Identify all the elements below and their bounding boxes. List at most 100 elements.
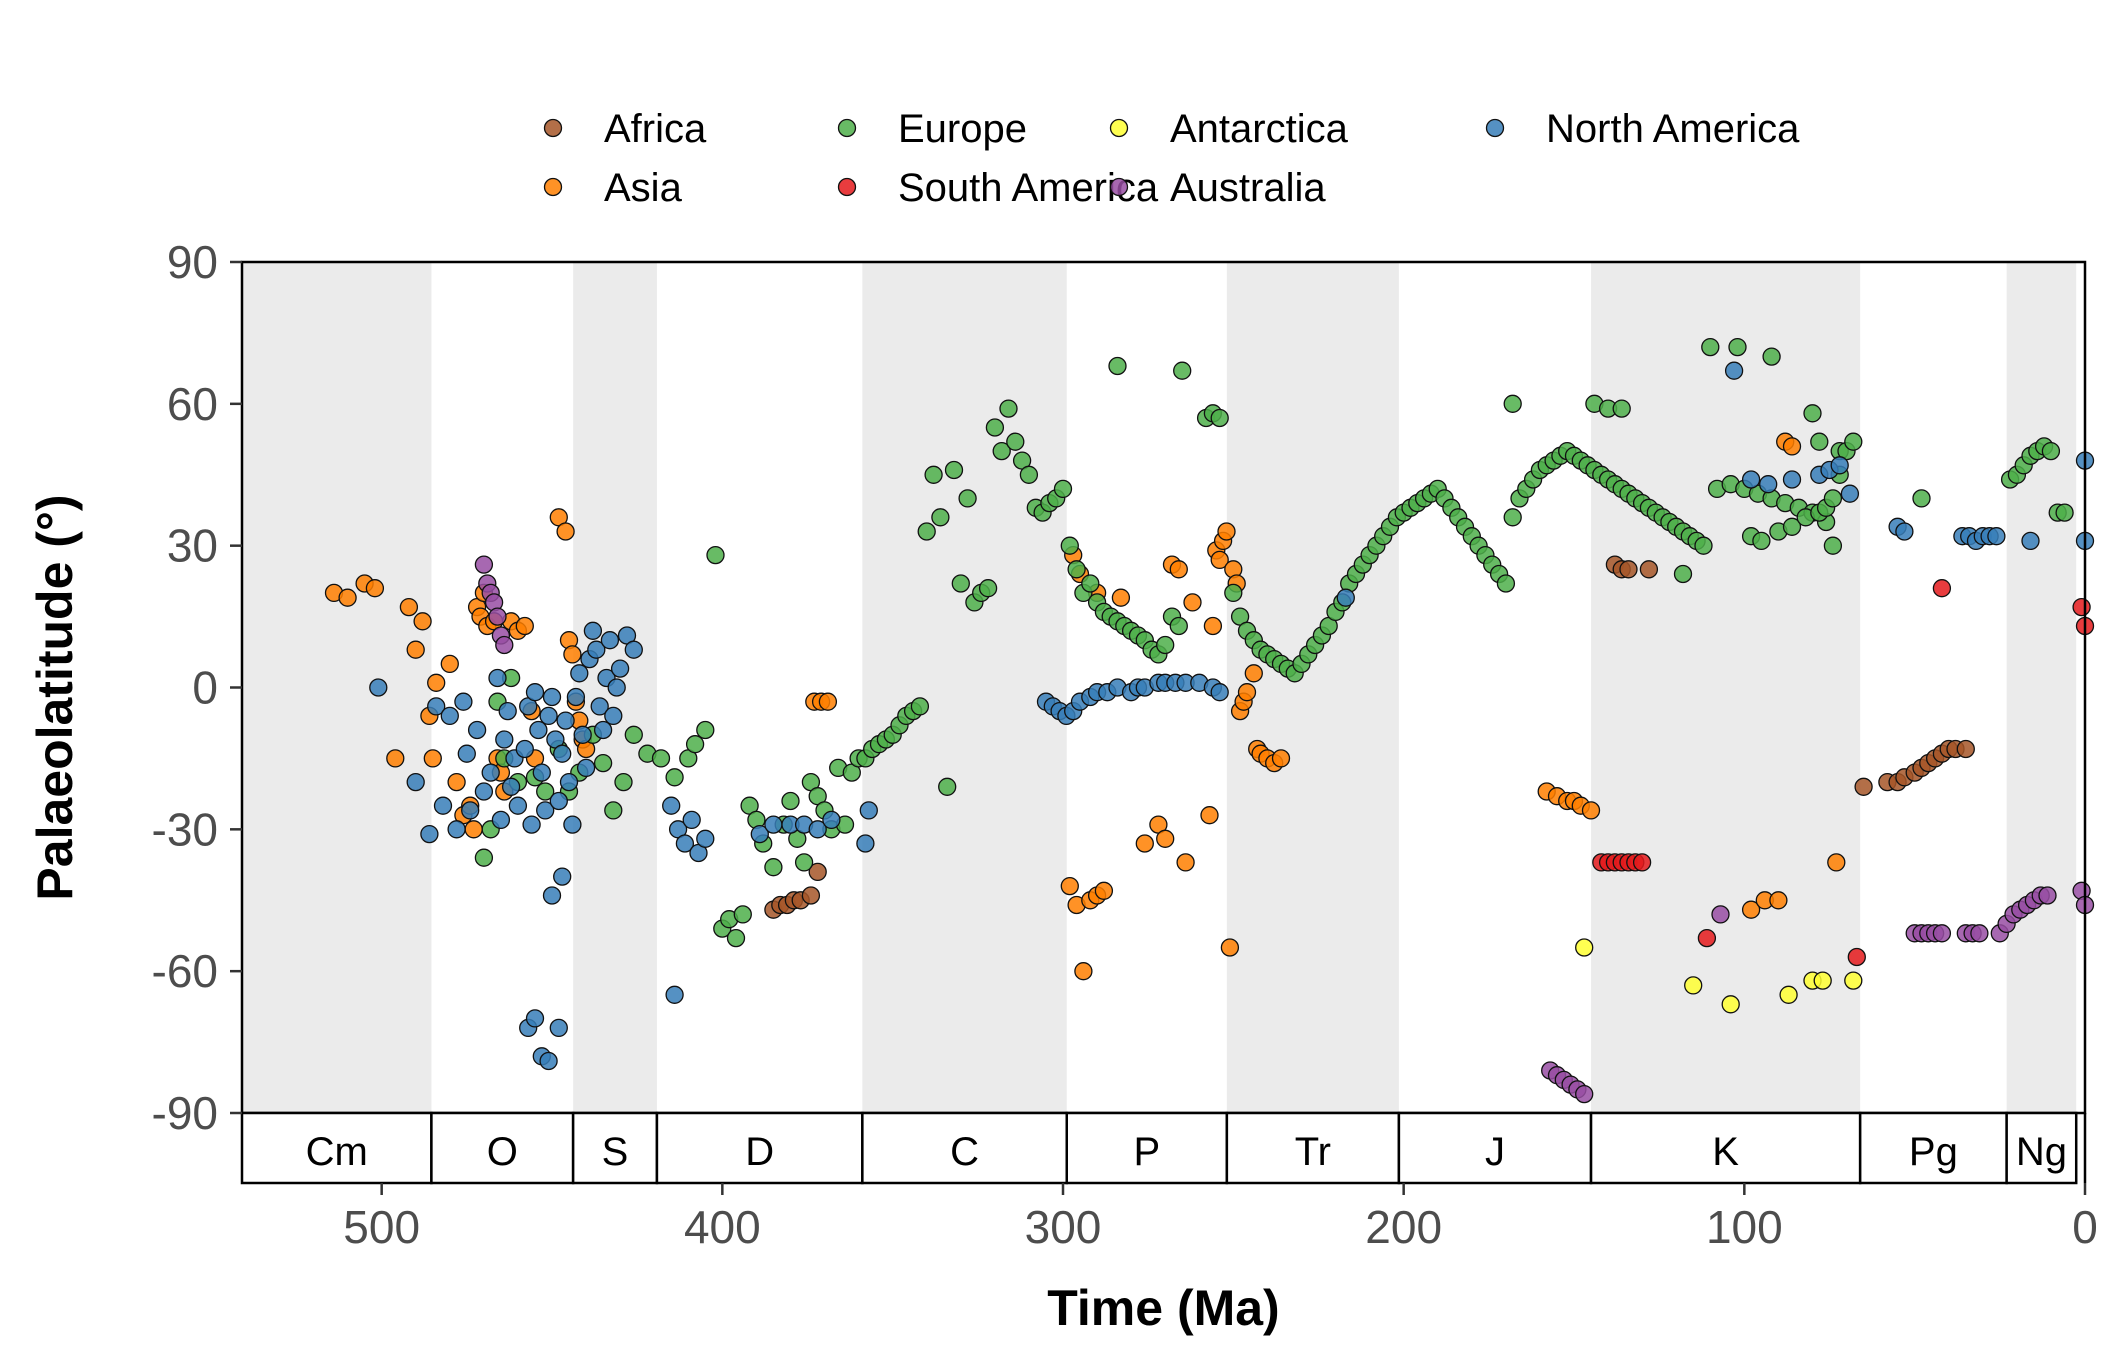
point-europe (1173, 361, 1192, 380)
point-north-america (553, 867, 572, 886)
point-north-america (536, 801, 555, 820)
point-asia (423, 749, 442, 768)
point-europe (1823, 536, 1843, 555)
x-tick-label: 0 (2072, 1201, 2098, 1253)
point-europe (992, 441, 1011, 461)
point-north-america (542, 886, 562, 905)
point-asia (1074, 962, 1093, 981)
point-north-america (2021, 531, 2040, 551)
point-europe (651, 749, 671, 768)
x-axis: 500 400 300 200 100 0 (343, 1183, 2098, 1253)
legend-key-europe (837, 118, 857, 138)
period-label-p: P (1133, 1130, 1160, 1174)
point-north-america (447, 820, 466, 839)
point-africa (1639, 560, 1659, 579)
point-australia (2038, 886, 2057, 905)
point-europe (764, 858, 783, 877)
legend-item-australia: Australia (1109, 166, 1326, 210)
point-asia (413, 612, 432, 631)
x-tick-label: 300 (1025, 1201, 1102, 1253)
point-europe (2055, 503, 2074, 522)
point-north-america (1336, 588, 1355, 607)
point-north-america (467, 720, 487, 740)
point-africa (808, 862, 827, 882)
period-band-k (1591, 262, 1861, 1113)
point-north-america (440, 706, 459, 726)
point-europe (999, 399, 1018, 418)
point-north-america (696, 829, 715, 848)
point-asia (1741, 900, 1761, 919)
point-asia (515, 616, 534, 636)
point-antarctica (1844, 971, 1863, 990)
point-europe (958, 489, 977, 508)
point-australia (1711, 905, 1730, 924)
point-north-america (566, 687, 586, 707)
point-north-america (532, 763, 551, 782)
point-north-america (1830, 456, 1849, 475)
point-asia (1581, 801, 1601, 820)
point-europe (1694, 536, 1713, 555)
point-north-america (750, 824, 769, 844)
point-europe (1053, 479, 1073, 499)
point-australia (474, 555, 494, 574)
point-south-america (1697, 928, 1717, 948)
point-asia (440, 654, 459, 674)
point-asia (365, 579, 385, 598)
period-band-cm (242, 262, 432, 1113)
point-europe (536, 782, 555, 801)
point-africa (1956, 739, 1975, 759)
point-north-america (583, 621, 603, 640)
period-band-tr (1226, 262, 1399, 1113)
period-bands (242, 262, 2085, 1113)
point-north-america (1724, 361, 1744, 380)
point-south-america (1932, 579, 1952, 598)
legend-label-australia: Australia (1170, 166, 1326, 210)
point-asia (1094, 881, 1114, 900)
legend-item-africa: Africa (543, 107, 707, 151)
point-asia (447, 772, 466, 792)
period-box-k (1589, 1111, 1862, 1185)
point-europe (924, 465, 943, 484)
point-north-america (570, 664, 589, 683)
point-south-america (1847, 947, 1866, 967)
point-north-america (1759, 475, 1778, 494)
point-europe (474, 848, 494, 867)
point-asia (1111, 588, 1131, 607)
point-asia (1156, 829, 1175, 848)
point-north-america (1895, 522, 1914, 541)
point-north-america (549, 1018, 568, 1038)
point-europe (781, 791, 800, 811)
period-band-ng (2006, 262, 2077, 1113)
point-north-america (454, 692, 473, 711)
point-africa (1854, 777, 1873, 796)
point-south-america (2072, 597, 2091, 617)
point-asia (338, 588, 357, 607)
point-north-america (549, 791, 568, 811)
y-axis-title: Palaeolatitude (°) (27, 494, 83, 900)
x-tick-label: 100 (1706, 1201, 1783, 1253)
legend-key-south-america (837, 177, 857, 197)
y-tick-label: -60 (152, 945, 218, 997)
period-label-o: O (487, 1130, 518, 1174)
point-north-america (607, 678, 626, 697)
point-europe (1067, 560, 1086, 579)
point-north-america (764, 815, 783, 834)
point-north-america (556, 711, 575, 730)
point-europe (604, 801, 623, 820)
x-tick-label: 500 (343, 1201, 420, 1253)
legend-item-north-america: North America (1485, 107, 1800, 151)
point-europe (978, 579, 998, 598)
point-europe (794, 853, 814, 872)
point-asia (1244, 664, 1263, 683)
point-asia (818, 692, 838, 711)
x-tick-label: 200 (1365, 1201, 1442, 1253)
point-antarctica (1779, 985, 1798, 1004)
point-europe (614, 772, 633, 792)
point-africa (1619, 560, 1638, 579)
point-asia (1220, 938, 1240, 957)
point-north-america (573, 725, 592, 744)
point-europe (1503, 394, 1522, 413)
point-south-america (1632, 853, 1652, 872)
period-label-c: C (950, 1130, 979, 1174)
point-asia (1176, 853, 1195, 872)
